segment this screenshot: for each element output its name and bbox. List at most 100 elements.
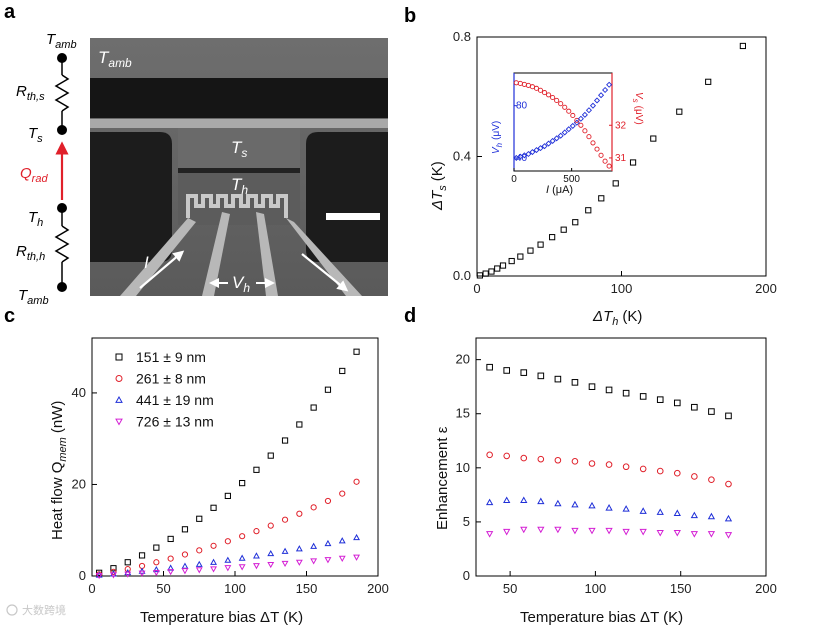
inset-vh-point [569, 122, 576, 129]
chart-c-point [296, 421, 303, 428]
legend-marker [115, 395, 123, 403]
chart-d-point [690, 531, 699, 538]
chart-c-point [324, 497, 332, 505]
chart-c-point [181, 526, 189, 533]
chart-c-xtick-label: 0 [88, 581, 95, 596]
chart-d-frame [475, 337, 767, 577]
chart-c-point [124, 571, 132, 578]
chart-c-point [196, 515, 203, 522]
chart-d-xtick-label: 200 [755, 581, 777, 596]
chart-c-point [310, 504, 317, 511]
chart-d-point [503, 452, 511, 460]
chart-d-point [605, 527, 613, 535]
chart-d-point [554, 526, 562, 534]
inset-vh-point [565, 126, 572, 133]
chart-c-point [310, 558, 318, 565]
chart-b-ytick-label: 0.0 [453, 268, 471, 283]
inset-vs-point [542, 90, 548, 96]
inset-vs-point [533, 85, 540, 91]
chart-d-point [622, 463, 630, 471]
chart-d-point [571, 500, 579, 508]
label-rth-s: Rth,s [16, 83, 45, 103]
chart-d-point [571, 379, 579, 386]
chart-c-point [210, 558, 217, 565]
chart-d-point [707, 512, 716, 520]
chart-c-xtick-label: 50 [156, 581, 170, 596]
chart-d-point [588, 460, 596, 467]
chart-d-point [690, 511, 699, 519]
chart-d-point [691, 473, 698, 480]
chart-c-point [281, 560, 289, 568]
chart-c-point [253, 552, 260, 559]
chart-c-point [224, 565, 232, 572]
chart-d-point [605, 461, 613, 468]
chart-c-point [195, 560, 203, 567]
legend-entry: 441 ± 19 nm [136, 392, 214, 408]
chart-b-point [650, 135, 657, 142]
chart-c-point [295, 559, 303, 566]
resistor-rth-s [54, 74, 70, 112]
chart-d-point [485, 531, 494, 538]
sem-label-current: I [144, 253, 149, 272]
chart-c-point [124, 559, 131, 566]
inset-xtick-label: 0 [511, 174, 517, 185]
chart-c-point [210, 542, 217, 549]
chart-d-ytick-label: 0 [463, 568, 470, 583]
inset-vs-point [582, 128, 588, 134]
inset-vh-point [525, 150, 532, 158]
chart-c-point [224, 492, 231, 500]
chart-d-point [639, 528, 647, 536]
sem-label-tamb: Tamb [98, 48, 132, 70]
inset-xlabel: I (μA) [546, 184, 573, 196]
inset-vs-point [566, 108, 572, 114]
chart-c-ylabel: Heat flow Qmem(nW) [49, 401, 69, 540]
inset-vs-point [546, 92, 552, 98]
chart-d-point [656, 467, 664, 475]
node-th [57, 203, 67, 213]
chart-c-point [353, 478, 360, 485]
inset-vs-point [574, 117, 580, 123]
inset-ylabel-left: Vh(μV) [491, 121, 504, 154]
inset-right-ytick-label: 31 [615, 153, 627, 164]
inset-vh-point [602, 86, 609, 94]
chart-d-point [639, 507, 647, 514]
chart-c-ytick-label: 0 [79, 568, 86, 583]
chart-c-point [353, 533, 360, 541]
legend-entry: 261 ± 8 nm [136, 371, 206, 387]
chart-c-point [267, 452, 274, 459]
chart-c-point [267, 522, 274, 529]
chart-d-ytick-label: 10 [456, 460, 470, 475]
chart-c-ytick-label: 40 [72, 385, 86, 400]
chart-c-legend: 151 ± 9 nm 261 ± 8 nm 441 ± 19 nm 726 ± 13 … [115, 349, 214, 430]
chart-d-point [724, 514, 733, 522]
chart-d-point [724, 532, 733, 539]
chart-d-xtick-label: 150 [670, 581, 692, 596]
chart-d-point [571, 458, 579, 465]
chart-c-point [324, 539, 332, 547]
chart-d-point [520, 369, 528, 376]
inset-vh-point [549, 137, 556, 144]
chart-c-point [239, 479, 246, 487]
legend-entry: 726 ± 13 nm [136, 414, 214, 430]
inset-ylabel-right: Vs(μV) [631, 92, 644, 125]
chart-c-point [210, 504, 217, 511]
chart-c-point [267, 549, 275, 557]
chart-d-xtick-label: 100 [585, 581, 607, 596]
chart-d-point [639, 465, 647, 473]
chart-d-point [485, 498, 494, 506]
inset-vh-point [593, 97, 601, 104]
chart-c-point [224, 556, 232, 563]
inset-left-ytick-label: 40 [516, 153, 528, 164]
inset-vs-point [558, 101, 564, 107]
chart-d-point [622, 389, 630, 397]
chart-b-point [537, 241, 544, 248]
current-arrow-in [139, 250, 185, 289]
inset-vs-point [590, 140, 596, 146]
chart-c-point [339, 490, 346, 497]
label-tamb-top: Tamb [46, 31, 77, 51]
chart-d-point [588, 501, 596, 509]
panel-label-a: a [4, 1, 16, 23]
chart-c: 0 50 100 150 200 0 20 40 151 ± 9 nm 261 ± 8 nm 44… [49, 337, 389, 626]
chart-d-point [725, 480, 732, 488]
chart-c-point [310, 542, 318, 549]
